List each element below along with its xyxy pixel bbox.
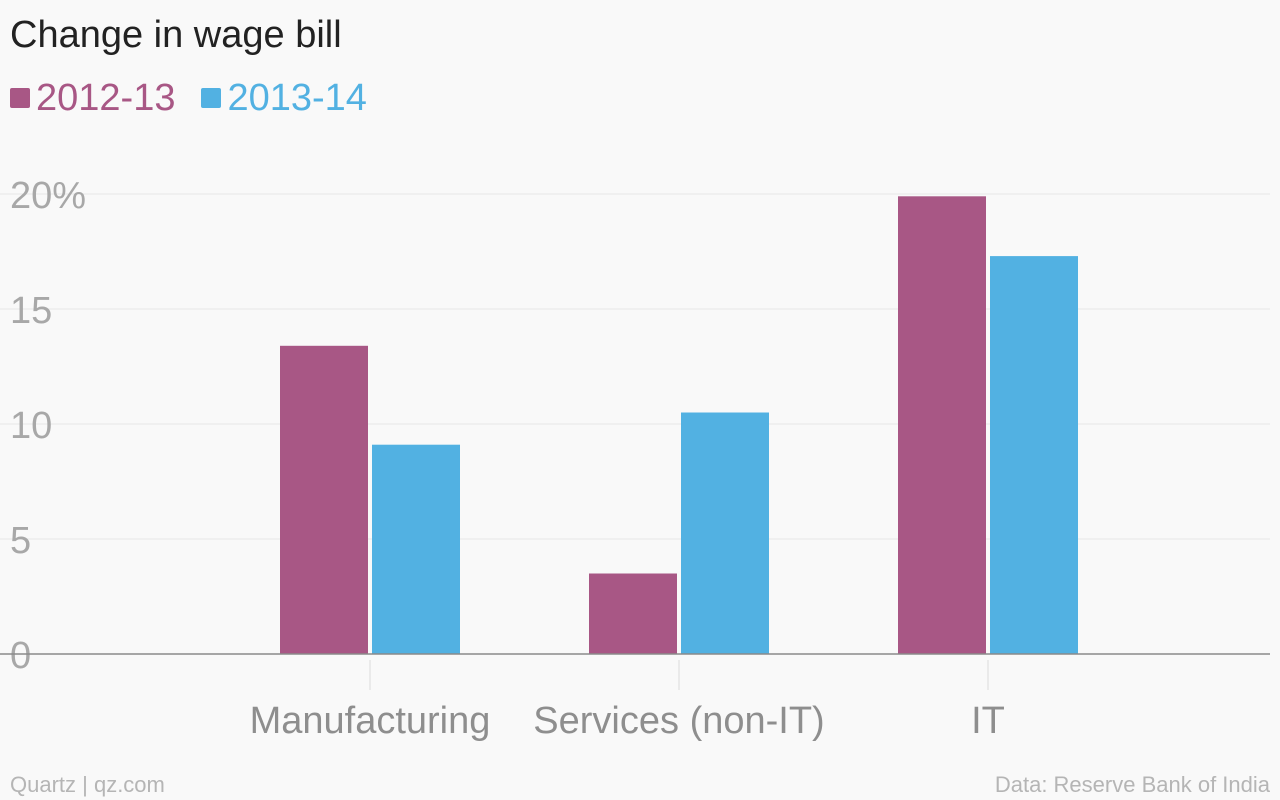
y-tick-label-1: 5 [10, 520, 31, 562]
y-tick-label-4: 20% [10, 175, 86, 217]
y-tick-label-2: 10 [10, 405, 52, 447]
legend-swatch-2012-13 [10, 88, 30, 108]
bar-2012-13-it [898, 196, 986, 655]
legend-item-2013-14: 2013-14 [201, 77, 367, 119]
bar-2012-13-services-non-it- [589, 573, 677, 654]
bar-2012-13-manufacturing [280, 345, 368, 654]
chart-title: Change in wage bill [10, 14, 342, 56]
legend-label-2012-13: 2012-13 [36, 77, 176, 119]
x-tick-label-1: Services (non-IT) [533, 700, 824, 742]
bar-2013-14-services-non-it- [681, 412, 769, 654]
x-tick-label-0: Manufacturing [250, 700, 491, 742]
y-tick-label-0: 0 [10, 635, 31, 677]
y-tick-label-3: 15 [10, 290, 52, 332]
data-source: Data: Reserve Bank of India [994, 772, 1270, 797]
x-tick-label-2: IT [971, 700, 1005, 742]
legend: 2012-13 2013-14 [10, 78, 393, 118]
bar-2013-14-manufacturing [372, 444, 460, 654]
bar-2013-14-it [990, 256, 1078, 654]
legend-swatch-2013-14 [201, 88, 222, 108]
legend-label-2013-14: 2013-14 [227, 77, 367, 119]
source-credit: Quartz | qz.com [10, 772, 165, 797]
legend-item-2012-13: 2012-13 [10, 78, 175, 118]
